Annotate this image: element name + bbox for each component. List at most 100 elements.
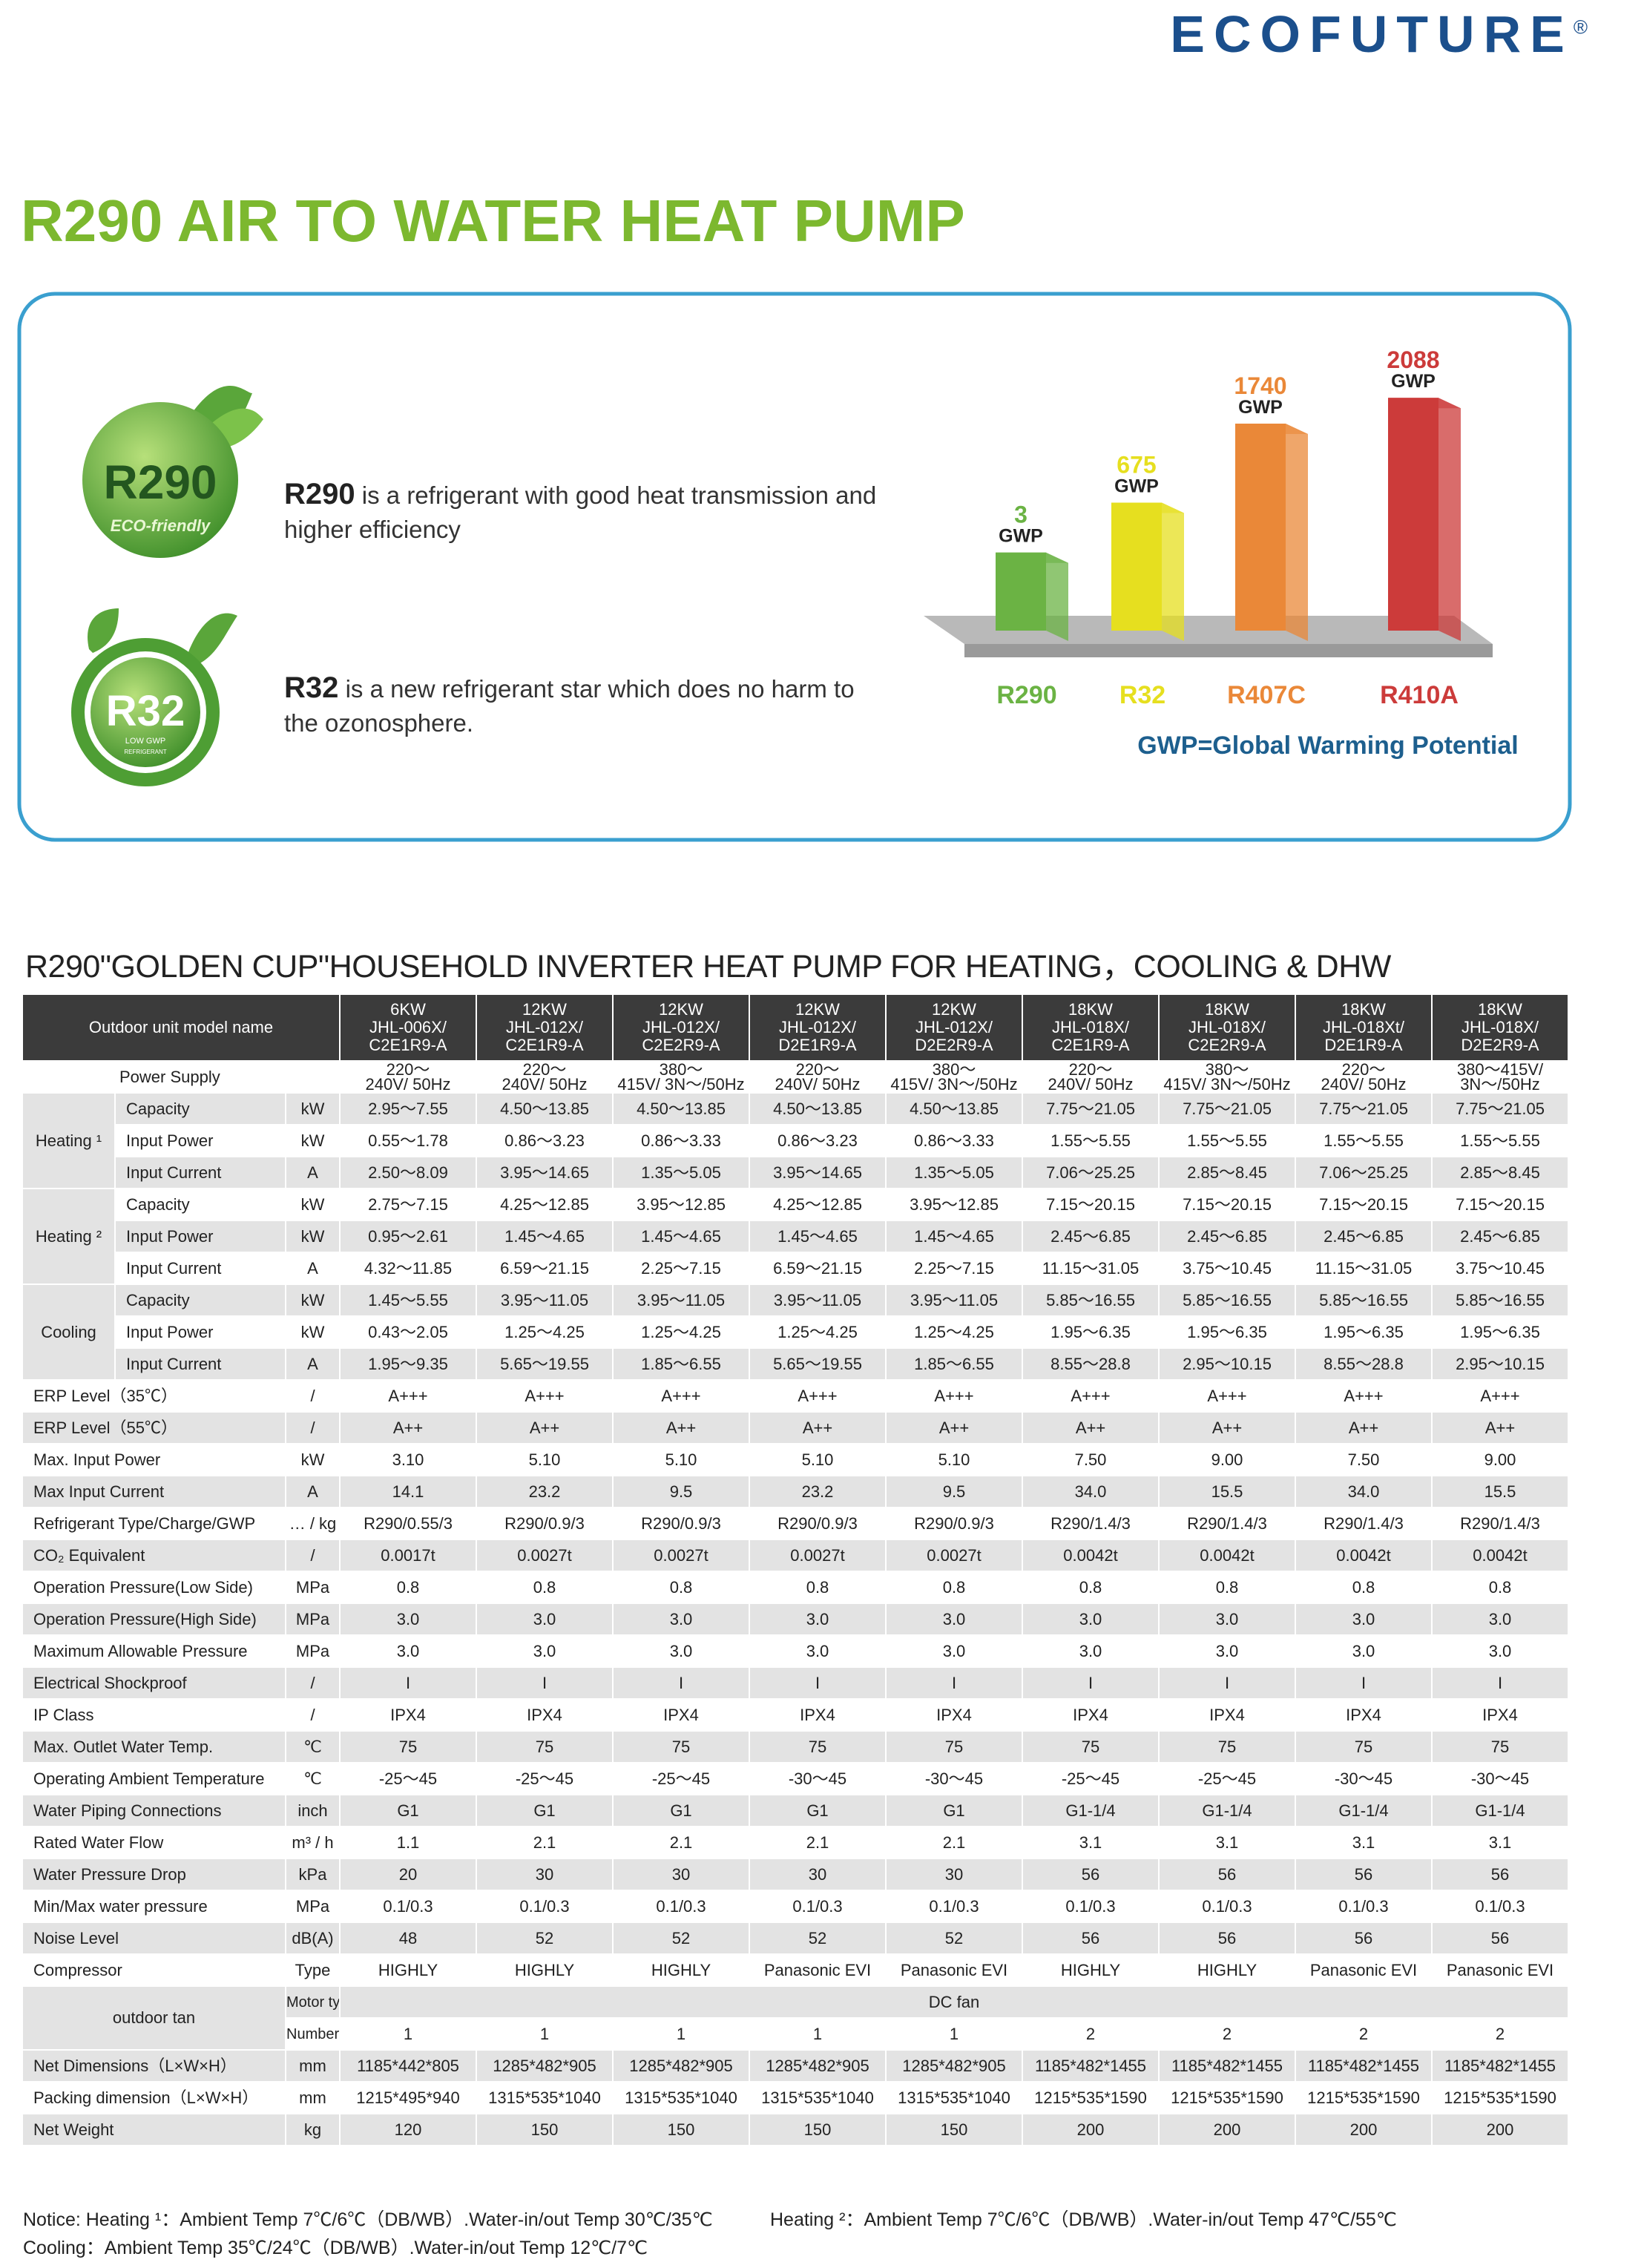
table-row: ERP Level（35℃） / A+++ A+++ A+++ A+++ A+++ A+++ A… bbox=[22, 1379, 1569, 1413]
table-row: Input Current A 1.95～9.35 5.65～19.55 1.85～6.… bbox=[22, 1347, 1569, 1381]
value-cell: 0.43～2.05 bbox=[339, 1315, 477, 1349]
value-cell: 0.8 bbox=[1158, 1571, 1296, 1604]
row-name: Water Piping Connections bbox=[22, 1794, 286, 1827]
row-unit: A bbox=[285, 1347, 341, 1381]
value-cell: 9.5 bbox=[612, 1475, 750, 1508]
bar-side bbox=[1046, 552, 1068, 641]
value-unit: GWP bbox=[1391, 371, 1436, 392]
row-unit: Type bbox=[285, 1953, 341, 1987]
value-cell: 1.45～4.65 bbox=[749, 1220, 887, 1253]
value-cell: 75 bbox=[339, 1730, 477, 1764]
value-cell: 220～ 240V/ 50Hz bbox=[476, 1060, 614, 1094]
value-cell: 5.10 bbox=[476, 1443, 614, 1476]
value-cell: 0.1/0.3 bbox=[612, 1890, 750, 1923]
table-row: Cooling Capacity kW 1.45～5.55 3.95～11.05 3.95… bbox=[22, 1283, 1569, 1381]
row-unit: mm bbox=[285, 2049, 341, 2083]
model-line: 18KW bbox=[1341, 1000, 1386, 1019]
value-cell: 1.85～6.55 bbox=[612, 1347, 750, 1381]
row-name: Water Pressure Drop bbox=[22, 1858, 286, 1891]
group-label: Heating ¹ bbox=[22, 1092, 116, 1189]
value-cell: 75 bbox=[1431, 1730, 1569, 1764]
value-cell: 75 bbox=[885, 1730, 1023, 1764]
value-cell: 380～415V/ 3N～/50Hz bbox=[1431, 1060, 1569, 1094]
value-cell: G1 bbox=[476, 1794, 614, 1827]
value-cell: Panasonic EVI bbox=[885, 1953, 1023, 1987]
table-row: Rated Water Flow m³ / h 1.1 2.1 2.1 2.1 2.1 3.1… bbox=[22, 1826, 1569, 1859]
value-cell: 7.75～21.05 bbox=[1431, 1092, 1569, 1125]
value-cell: 9.00 bbox=[1431, 1443, 1569, 1476]
value-cell: R290/0.9/3 bbox=[749, 1507, 887, 1540]
value-cell: 1.1 bbox=[339, 1826, 477, 1859]
value-cell: 2.75～7.15 bbox=[339, 1188, 477, 1221]
value-cell: 48 bbox=[339, 1922, 477, 1955]
panel-border bbox=[17, 292, 1572, 842]
table-row: Refrigerant Type/Charge/GWP… / kg R290/0.… bbox=[22, 1507, 1569, 1540]
value-cell: 0.86～3.33 bbox=[612, 1124, 750, 1157]
value-cell: 4.50～13.85 bbox=[749, 1092, 887, 1125]
row-name: Input Power bbox=[114, 1124, 286, 1157]
table-row: Heating ² Capacity kW 2.75～7.15 4.25～12.85 3.… bbox=[22, 1188, 1569, 1285]
model-line: 18KW bbox=[1478, 1000, 1522, 1019]
value-cell: -25～45 bbox=[1158, 1762, 1296, 1795]
r32-logo: R32 LOW GWP REFRIGERANT bbox=[71, 608, 237, 786]
row-unit: A bbox=[285, 1252, 341, 1285]
value-cell: 7.75～21.05 bbox=[1295, 1092, 1433, 1125]
bar bbox=[996, 552, 1046, 631]
row-unit: / bbox=[285, 1379, 341, 1413]
value-cell: 56 bbox=[1158, 1922, 1296, 1955]
model-header: 12KW JHL-012X/C2E1R9-A bbox=[476, 993, 614, 1062]
model-header: 18KW JHL-018X/C2E1R9-A bbox=[1022, 993, 1160, 1062]
value-cell: 1285*482*905 bbox=[612, 2049, 750, 2083]
value-cell: 15.5 bbox=[1431, 1475, 1569, 1508]
value-cell: 1215*535*1590 bbox=[1431, 2081, 1569, 2114]
value-cell: -30～45 bbox=[885, 1762, 1023, 1795]
value-cell: 3.0 bbox=[339, 1634, 477, 1668]
row-unit: / bbox=[285, 1666, 341, 1700]
value-cell: 3.1 bbox=[1431, 1826, 1569, 1859]
value-cell: 3.0 bbox=[885, 1603, 1023, 1636]
value-cell: A+++ bbox=[1022, 1379, 1160, 1413]
value-cell: 0.1/0.3 bbox=[749, 1890, 887, 1923]
row-unit: A bbox=[285, 1475, 341, 1508]
value-cell: IPX4 bbox=[1158, 1698, 1296, 1732]
row-unit: ℃ bbox=[285, 1762, 341, 1795]
model-line: 6KW bbox=[390, 1000, 426, 1019]
value-cell: 75 bbox=[749, 1730, 887, 1764]
value-cell: 3.75～10.45 bbox=[1431, 1252, 1569, 1285]
value-cell: 0.1/0.3 bbox=[1431, 1890, 1569, 1923]
value-cell: 75 bbox=[1295, 1730, 1433, 1764]
value-unit: GWP bbox=[999, 526, 1043, 547]
row-name: Input Power bbox=[114, 1220, 286, 1253]
value-cell: 3.95～14.65 bbox=[476, 1156, 614, 1189]
value-cell: A++ bbox=[1431, 1411, 1569, 1444]
value-cell: 2 bbox=[1158, 2017, 1296, 2051]
value-cell: 2.95～7.55 bbox=[339, 1092, 477, 1125]
value-cell: IPX4 bbox=[339, 1698, 477, 1732]
value-cell: 3.0 bbox=[1158, 1603, 1296, 1636]
table-row: Min/Max water pressure MPa 0.1/0.3 0.1/0.3 0… bbox=[22, 1890, 1569, 1923]
row-name: Capacity bbox=[114, 1092, 286, 1125]
value-cell: I bbox=[885, 1666, 1023, 1700]
value-cell: 0.0027t bbox=[612, 1539, 750, 1572]
value-cell: 0.8 bbox=[1022, 1571, 1160, 1604]
model-line: C2E1R9-A bbox=[369, 1036, 447, 1054]
value-cell: R290/1.4/3 bbox=[1022, 1507, 1160, 1540]
value-cell: 2.45～6.85 bbox=[1431, 1220, 1569, 1253]
row-name: Operating Ambient Temperature bbox=[22, 1762, 286, 1795]
value-cell: I bbox=[1431, 1666, 1569, 1700]
value-cell: G1-1/4 bbox=[1022, 1794, 1160, 1827]
bar-side bbox=[1438, 398, 1461, 641]
logo-tag: ECO-friendly bbox=[111, 516, 211, 535]
value-cell: 1185*482*1455 bbox=[1158, 2049, 1296, 2083]
value-unit: GWP bbox=[1238, 397, 1283, 418]
value-cell: 2.45～6.85 bbox=[1295, 1220, 1433, 1253]
value-cell: 3.0 bbox=[885, 1634, 1023, 1668]
value-cell: 7.15～20.15 bbox=[1431, 1188, 1569, 1221]
value-cell: 0.1/0.3 bbox=[339, 1890, 477, 1923]
value-cell: 0.86～3.33 bbox=[885, 1124, 1023, 1157]
value-cell: 2.95～10.15 bbox=[1431, 1347, 1569, 1381]
value-cell: 3.0 bbox=[339, 1603, 477, 1636]
model-line: D2E2R9-A bbox=[1461, 1036, 1539, 1054]
row-name: Compressor bbox=[22, 1953, 286, 1987]
